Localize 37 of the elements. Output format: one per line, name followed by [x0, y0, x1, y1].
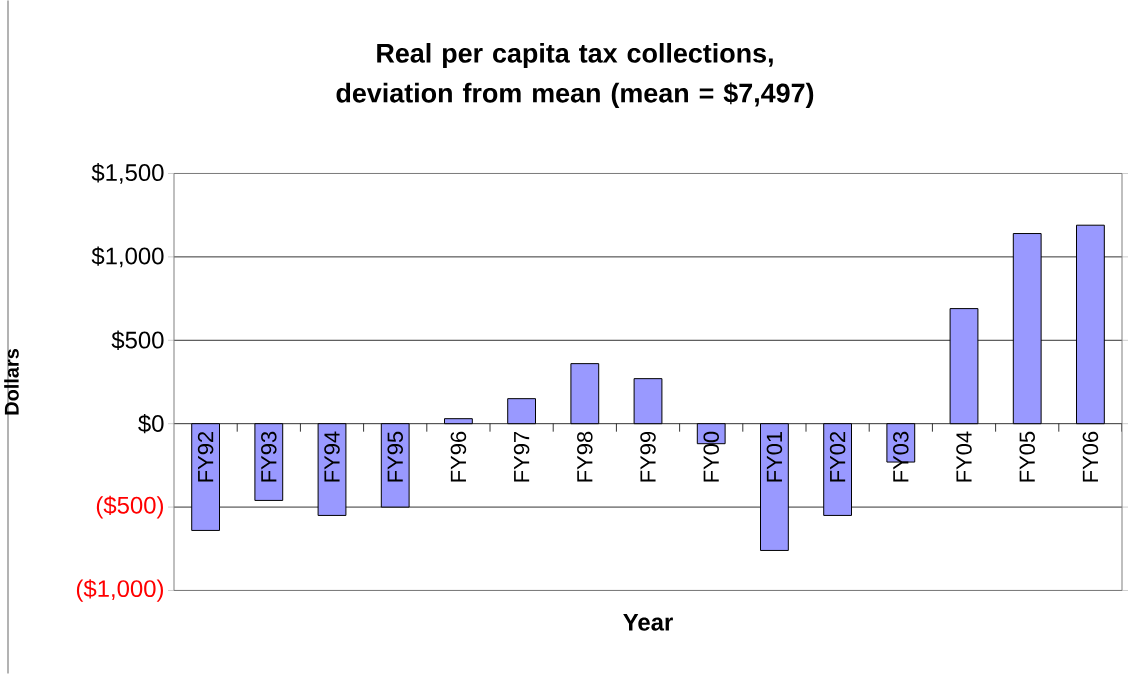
x-tick-label: FY95 — [387, 431, 403, 482]
x-tick-label: FY03 — [893, 431, 909, 482]
y-tick-label: ($500) — [96, 495, 163, 519]
bar — [823, 423, 853, 516]
x-tick-label: FY01 — [766, 431, 783, 482]
x-tick-label: FY05 — [1019, 431, 1035, 482]
x-tick-label: FY06 — [1082, 431, 1099, 482]
x-tick-label: FY96 — [450, 431, 467, 482]
x-tick-label: FY99 — [640, 431, 656, 482]
x-tick-label: FY04 — [956, 431, 972, 482]
y-tick-label: $0 — [138, 414, 164, 434]
x-tick-label: FY98 — [577, 431, 593, 482]
y-tick-label: $1,000 — [91, 246, 164, 268]
x-tick-label: FY94 — [324, 431, 340, 482]
x-tick-label: FY93 — [261, 431, 277, 482]
bar — [254, 423, 284, 501]
x-tick-label: FY97 — [513, 431, 530, 482]
bar — [507, 398, 537, 425]
x-tick-label: FY02 — [829, 431, 846, 482]
bar — [317, 423, 347, 516]
y-tick-label: ($1,000) — [76, 579, 163, 602]
x-axis-title: Year — [623, 614, 673, 631]
bar — [1076, 224, 1105, 425]
x-tick-label: FY92 — [197, 431, 214, 482]
bar — [380, 423, 410, 508]
y-tick-label: $500 — [111, 330, 164, 350]
bar — [760, 423, 789, 551]
bar — [949, 308, 979, 425]
chart-title: Real per capita tax collections, deviation from mean (mean = $7,497) — [336, 43, 814, 108]
bar — [191, 423, 221, 531]
bar — [1012, 233, 1042, 425]
x-tick-label: FY00 — [703, 431, 719, 482]
y-tick-label: $1,500 — [91, 163, 164, 184]
bar — [570, 363, 600, 425]
bar — [444, 418, 473, 425]
y-axis-title: Dollars — [4, 349, 19, 415]
bar — [633, 378, 663, 425]
